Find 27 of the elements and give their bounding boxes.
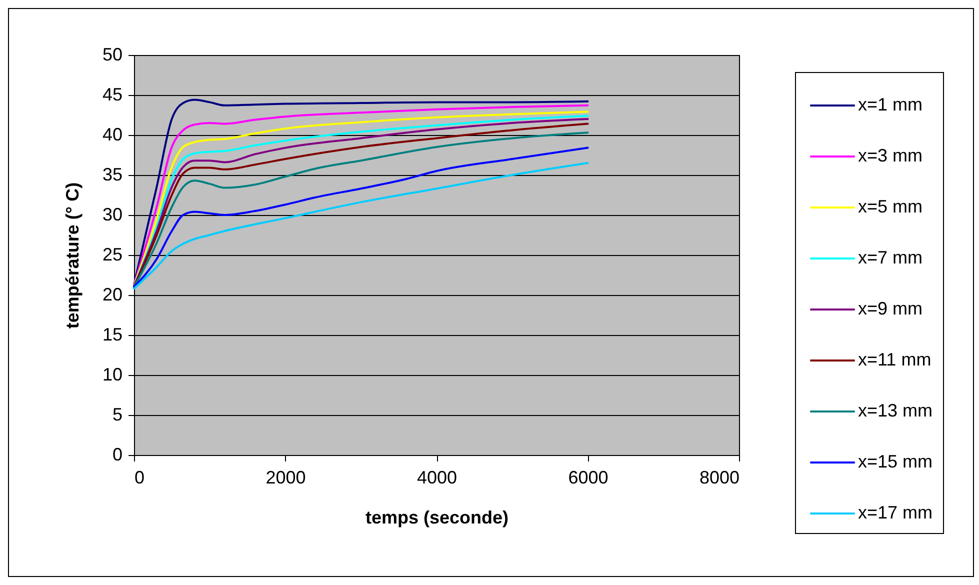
y-tick-label: 45 — [102, 84, 122, 104]
x-tick-label: 4000 — [416, 468, 458, 488]
y-tick-label: 5 — [112, 404, 122, 424]
y-tick-label: 0 — [112, 444, 122, 464]
y-tick-label: 50 — [102, 44, 122, 64]
y-tick-label: 20 — [102, 284, 122, 304]
y-tick-label: 10 — [102, 364, 122, 384]
legend-label: x=15 mm — [858, 452, 933, 472]
y-tick-label: 30 — [102, 204, 122, 224]
y-tick-label: 35 — [102, 164, 122, 184]
x-tick-label: 2000 — [266, 468, 306, 488]
legend-label: x=1 mm — [858, 94, 923, 114]
legend-label: x=9 mm — [858, 298, 923, 318]
legend-label: x=11 mm — [858, 350, 932, 370]
x-tick-label: 0 — [134, 468, 145, 488]
x-tick-label: 6000 — [568, 468, 608, 488]
y-tick-label: 40 — [102, 124, 122, 144]
x-tick-label: 8000 — [699, 468, 740, 488]
y-tick-label: 15 — [102, 324, 122, 344]
y-axis-title: température (° C) — [62, 182, 82, 329]
y-tick-label: 25 — [102, 244, 122, 264]
legend-label: x=7 mm — [858, 248, 923, 268]
legend-label: x=13 mm — [858, 400, 933, 420]
x-axis-title: temps (seconde) — [365, 508, 509, 528]
legend-label: x=3 mm — [858, 146, 923, 166]
legend-label: x=5 mm — [858, 196, 923, 216]
legend-label: x=17 mm — [858, 502, 933, 522]
